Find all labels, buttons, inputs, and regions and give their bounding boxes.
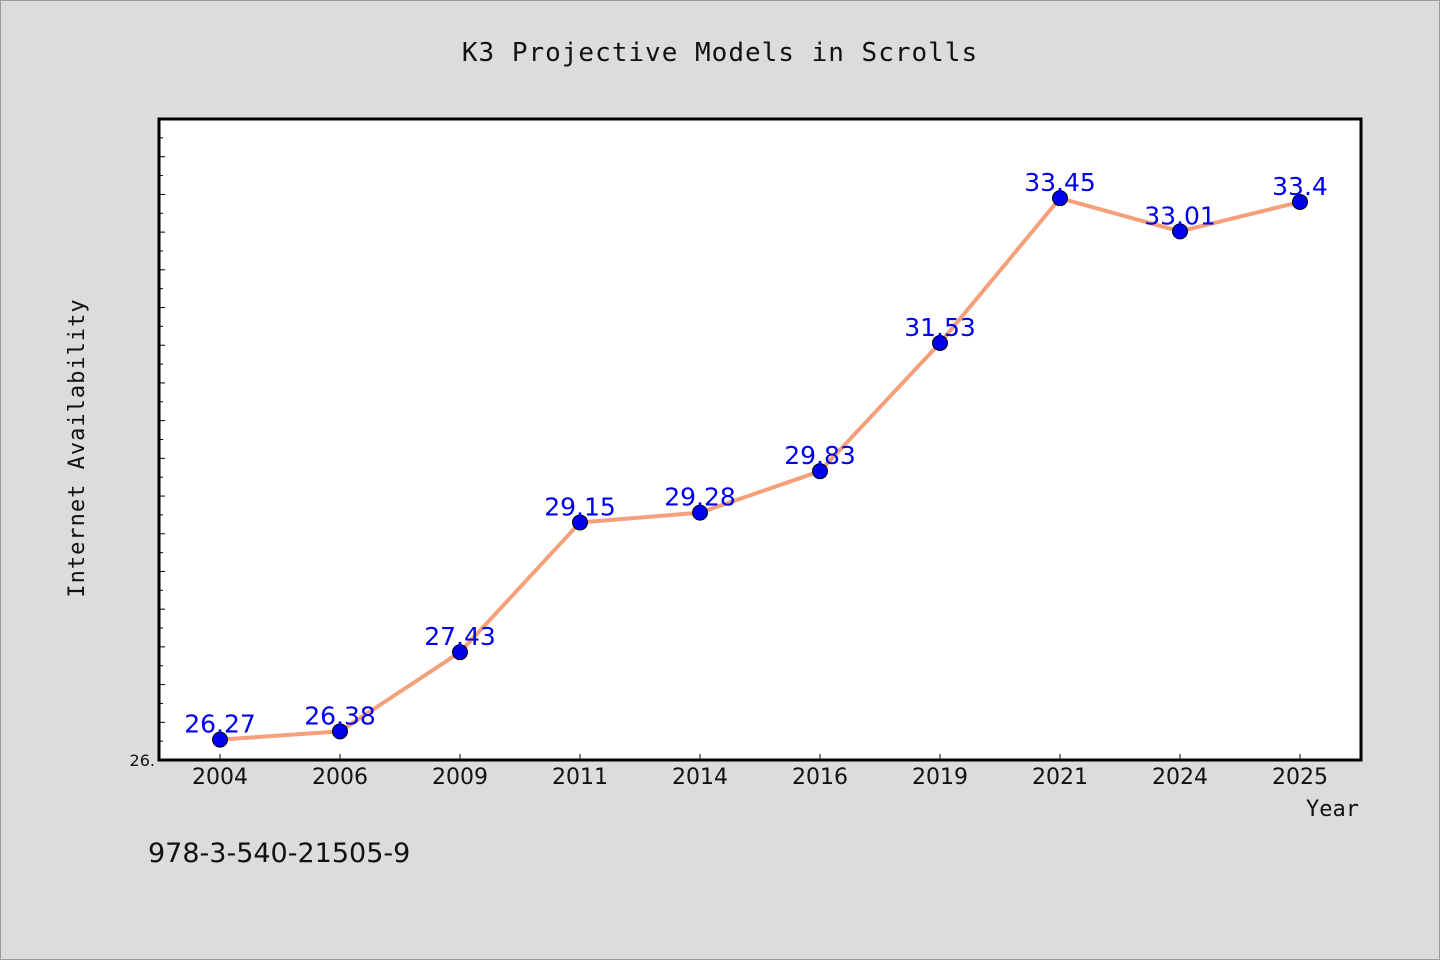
data-point-marker bbox=[332, 723, 348, 740]
x-tick-label: 2009 bbox=[432, 765, 488, 790]
x-tick-label: 2021 bbox=[1032, 765, 1088, 790]
x-tick-label: 2025 bbox=[1272, 765, 1328, 790]
data-value-label: 26.38 bbox=[304, 701, 376, 730]
y-axis bbox=[159, 118, 165, 761]
data-value-label: 29.83 bbox=[784, 441, 856, 470]
data-value-label: 29.15 bbox=[544, 492, 616, 521]
data-point-marker bbox=[932, 334, 948, 351]
x-tick-label: 2006 bbox=[312, 765, 368, 790]
x-tick-label: 2011 bbox=[552, 765, 608, 790]
x-axis: 2004 2006 2009 2011 2014 2016 2019 2021 2024 2025 bbox=[192, 754, 1328, 790]
data-value-label: 31.53 bbox=[904, 313, 976, 342]
chart-title: K3 Projective Models in Scrolls bbox=[462, 38, 978, 68]
y-tick-label: 26. bbox=[130, 751, 155, 770]
data-point-marker bbox=[692, 504, 708, 521]
data-point-marker bbox=[572, 514, 588, 531]
series-line bbox=[219, 196, 1301, 742]
data-point-marker bbox=[1172, 223, 1188, 240]
data-labels: 26.27 26.38 27.43 29.15 29.28 29.83 31.53 33.45… bbox=[184, 168, 1328, 738]
data-value-label: 27.43 bbox=[424, 622, 496, 651]
data-value-label: 33.01 bbox=[1144, 201, 1216, 230]
data-point-marker bbox=[212, 731, 228, 748]
x-tick-label: 2024 bbox=[1152, 765, 1208, 790]
data-point-marker bbox=[452, 644, 468, 661]
data-value-label: 29.28 bbox=[664, 483, 736, 512]
x-tick-label: 2014 bbox=[672, 765, 728, 790]
x-tick-label: 2019 bbox=[912, 765, 968, 790]
x-tick-label: 2004 bbox=[192, 765, 248, 790]
data-value-label: 33.45 bbox=[1024, 168, 1096, 197]
x-tick-label: 2016 bbox=[792, 765, 848, 790]
data-value-label: 26.27 bbox=[184, 710, 256, 739]
data-point-marker bbox=[1052, 190, 1068, 207]
x-axis-label: Year bbox=[1306, 797, 1359, 822]
data-point-marker bbox=[812, 463, 828, 480]
data-markers bbox=[212, 190, 1308, 748]
data-point-marker bbox=[1292, 193, 1308, 210]
data-value-label: 33.4 bbox=[1272, 172, 1328, 201]
isbn-footer-text: 978-3-540-21505-9 bbox=[148, 838, 410, 869]
y-axis-label: Internet Availability bbox=[65, 298, 90, 597]
